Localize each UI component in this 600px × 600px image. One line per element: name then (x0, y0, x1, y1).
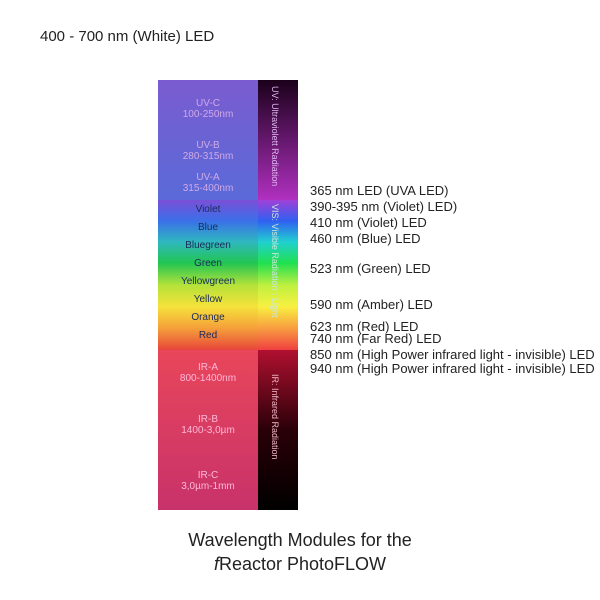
visible-color-row: Blue (158, 222, 258, 233)
spectrum-gradient-column: UV: Ultraviolett Radiation VIS: Visible … (258, 80, 298, 510)
led-item: 523 nm (Green) LED (310, 262, 431, 275)
led-item: 940 nm (High Power infrared light - invi… (310, 362, 595, 375)
ir-gradient-strip: IR: Infrared Radiation (258, 350, 298, 510)
white-led-label: 400 - 700 nm (White) LED (40, 28, 214, 45)
led-labels: 365 nm LED (UVA LED) 390-395 nm (Violet) … (310, 80, 590, 510)
led-item: 460 nm (Blue) LED (310, 232, 421, 245)
led-item: 740 nm (Far Red) LED (310, 332, 442, 345)
visible-gradient-strip: VIS: Visible Radiation : Light (258, 200, 298, 350)
led-item: 410 nm (Violet) LED (310, 216, 427, 229)
caption: Wavelength Modules for the fReactor Phot… (0, 529, 600, 576)
caption-line2-rest: Reactor PhotoFLOW (219, 554, 386, 574)
caption-line1: Wavelength Modules for the (188, 530, 411, 550)
uv-band-label: UV: Ultraviolett Radiation (270, 86, 280, 186)
spectrum-named-column: UV-C100-250nmUV-B280-315nmUV-A315-400nm … (158, 80, 258, 510)
ir-band-label: IR: Infrared Radiation (270, 374, 280, 460)
uv-block: UV-C100-250nm UV-B280-315nm UV-A315-400nm (158, 80, 258, 200)
led-item: 850 nm (High Power infrared light - invi… (310, 348, 595, 361)
ir-subband: IR-B1400-3,0µm (158, 414, 258, 436)
spectrum-diagram: UV-C100-250nmUV-B280-315nmUV-A315-400nm … (158, 80, 298, 510)
visible-color-row: Bluegreen (158, 240, 258, 251)
ir-block: IR-A800-1400nm IR-B1400-3,0µm IR-C3,0µm-1m… (158, 350, 258, 510)
visible-color-row: Yellow (158, 294, 258, 305)
led-item: 365 nm LED (UVA LED) (310, 184, 448, 197)
led-item: 590 nm (Amber) LED (310, 298, 433, 311)
uv-subband: UV-A315-400nm (158, 172, 258, 194)
visible-color-row: Orange (158, 312, 258, 323)
visible-color-row: Red (158, 330, 258, 341)
visible-color-row: Violet (158, 204, 258, 215)
visible-block: Violet Blue Bluegreen Green Yellowgreen Yello… (158, 200, 258, 350)
visible-band-label: VIS: Visible Radiation : Light (270, 204, 280, 317)
uv-subband: UV-B280-315nm (158, 140, 258, 162)
uv-subband: UV-C100-250nm (158, 98, 258, 120)
ir-subband: IR-C3,0µm-1mm (158, 470, 258, 492)
visible-color-row: Yellowgreen (158, 276, 258, 287)
ir-subband: IR-A800-1400nm (158, 362, 258, 384)
uv-gradient-strip: UV: Ultraviolett Radiation (258, 80, 298, 200)
led-item: 390-395 nm (Violet) LED) (310, 200, 457, 213)
visible-color-row: Green (158, 258, 258, 269)
